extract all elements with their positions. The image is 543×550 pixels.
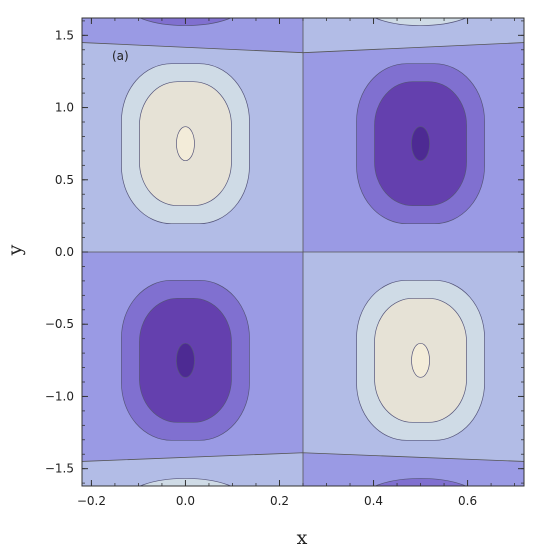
- y-tick-label: 1.0: [55, 101, 74, 115]
- edge-contour-core-3: [381, 486, 461, 514]
- edge-contour-core-0: [145, 0, 225, 18]
- band-top-right: [303, 18, 524, 53]
- axes: −0.2 0.0 0.2 0.4 0.6 −1.5 −1.0 −0.5 0.0 0.5 1.0 1.5: [45, 18, 524, 508]
- edge-contour-core-1: [381, 0, 461, 18]
- band-bottom-left: [82, 452, 303, 486]
- x-tick-label: 0.0: [176, 494, 195, 508]
- x-tick-label: 0.4: [364, 494, 383, 508]
- edge-contour-3: [374, 478, 467, 486]
- contour-boundary-top: [82, 42, 524, 54]
- x-tick-label: 0.6: [458, 494, 477, 508]
- y-tick-label: 1.5: [55, 28, 74, 42]
- contour-field: [82, 0, 524, 514]
- y-tick-label: 0.5: [55, 173, 74, 187]
- extremum-core-3: [411, 342, 430, 378]
- y-tick-label: −1.5: [45, 462, 74, 476]
- panel-label: (a): [112, 49, 129, 63]
- extremum-core-2: [176, 342, 195, 378]
- x-axis-title: x: [297, 527, 308, 549]
- y-tick-label: −0.5: [45, 317, 74, 331]
- x-tick-label: 0.2: [270, 494, 289, 508]
- extremum-core-0: [176, 126, 195, 162]
- extremum-core-1: [411, 126, 430, 162]
- edge-contour-1: [374, 18, 467, 26]
- band-bottom-right: [303, 452, 524, 486]
- contour-boundary-bottom: [82, 452, 524, 462]
- band-top-left: [82, 18, 303, 53]
- y-axis-title: y: [4, 244, 26, 256]
- y-tick-label: −1.0: [45, 389, 74, 403]
- y-tick-label: 0.0: [55, 245, 74, 259]
- x-tick-label: −0.2: [77, 494, 106, 508]
